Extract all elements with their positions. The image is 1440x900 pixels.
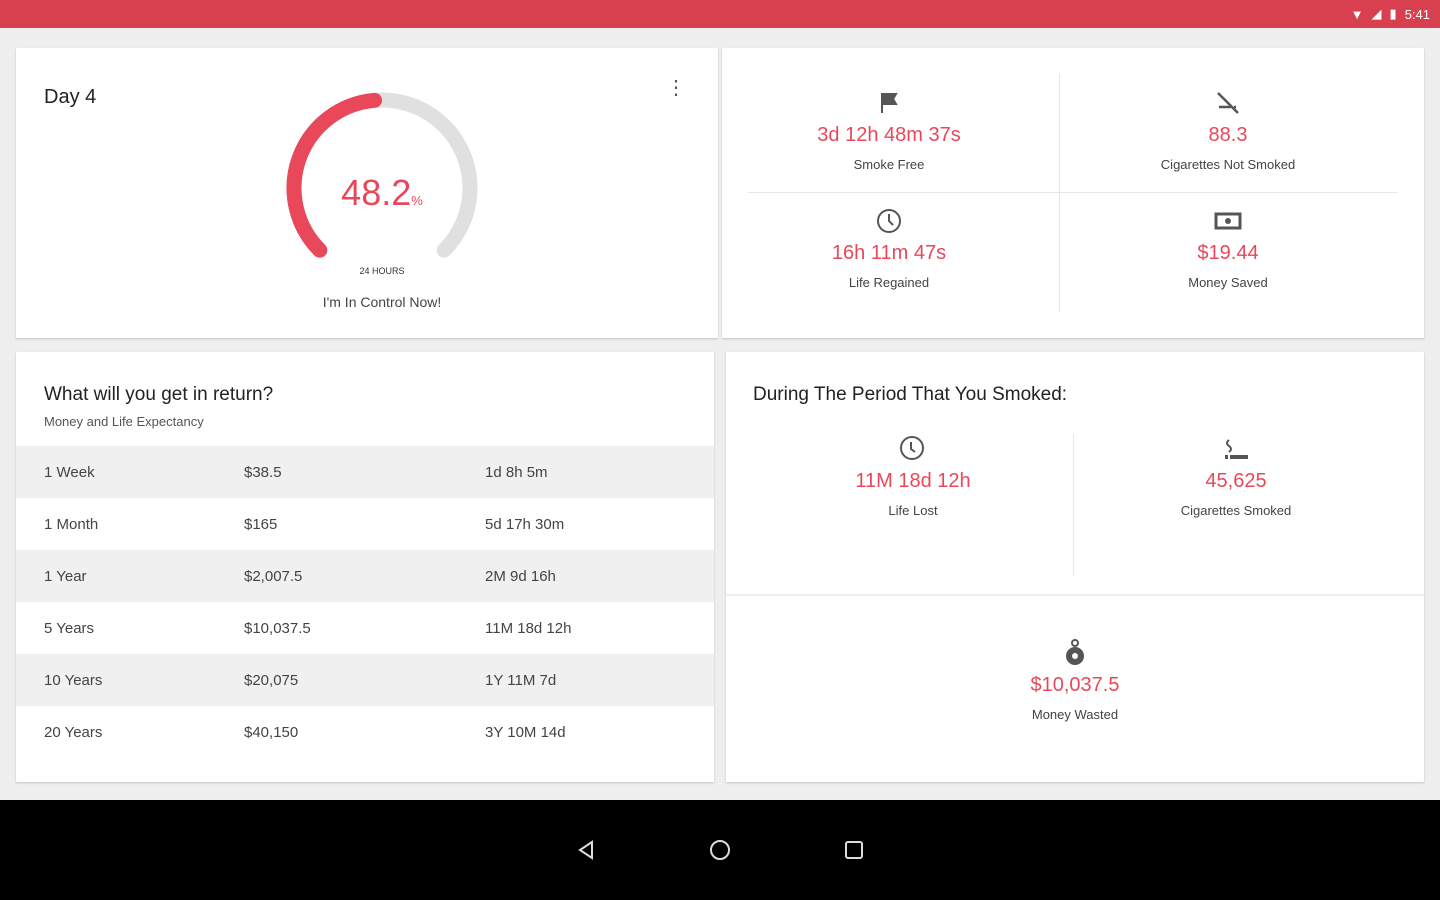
- stats-card: 3d 12h 48m 37s Smoke Free 88.3 Cigarette…: [722, 48, 1424, 338]
- day-title: Day 4: [44, 86, 97, 108]
- life-cell: 1Y 11M 7d: [485, 671, 557, 689]
- life-cell: 3Y 10M 14d: [485, 723, 566, 741]
- more-options-button[interactable]: ⋮: [666, 77, 686, 99]
- table-row: 5 Years $10,037.5 11M 18d 12h: [16, 602, 714, 654]
- money-cell: $165: [244, 515, 278, 533]
- smoked-title: During The Period That You Smoked:: [753, 384, 1068, 405]
- money-bag-icon: [910, 638, 1240, 668]
- stat-value: 45,625: [1205, 470, 1267, 492]
- returns-title: What will you get in return?: [44, 384, 274, 405]
- stat-label: Cigarettes Smoked: [1180, 503, 1292, 518]
- progress-card: Day 4 ⋮ 48.2% 24 HOURS I'm In Control No…: [16, 48, 718, 338]
- home-icon[interactable]: [708, 838, 732, 862]
- stat-cigarettes-not-smoked: 88.3 Cigarettes Not Smoked: [1063, 88, 1393, 172]
- clock-history-icon: [748, 434, 1078, 464]
- period-cell: 1 Week: [44, 463, 95, 481]
- period-cell: 20 Years: [44, 723, 103, 741]
- table-row: 10 Years $20,075 1Y 11M 7d: [16, 654, 714, 706]
- returns-table: 1 Week $38.5 1d 8h 5m 1 Month $165 5d 17h 30m…: [16, 446, 714, 758]
- returns-subtitle: Money and Life Expectancy: [44, 414, 204, 429]
- money-cell: $2,007.5: [244, 567, 303, 585]
- recents-icon[interactable]: [842, 838, 866, 862]
- status-bar: ▼ ◢ ▮ 5:41: [0, 0, 1440, 28]
- stat-label: Cigarettes Not Smoked: [1160, 157, 1296, 172]
- divider: [748, 192, 1398, 193]
- life-cell: 5d 17h 30m: [485, 515, 565, 533]
- table-row: 1 Month $165 5d 17h 30m: [16, 498, 714, 550]
- stat-value: 3d 12h 48m 37s: [817, 124, 961, 146]
- table-row: 1 Week $38.5 1d 8h 5m: [16, 446, 714, 498]
- table-row: 1 Year $2,007.5 2M 9d 16h: [16, 550, 714, 602]
- stat-cigarettes-smoked: 45,625 Cigarettes Smoked: [1071, 434, 1401, 518]
- stat-value: $10,037.5: [1030, 674, 1120, 696]
- stat-value: 16h 11m 47s: [831, 242, 947, 264]
- stat-label: Smoke Free: [853, 157, 925, 172]
- stat-life-lost: 11M 18d 12h Life Lost: [748, 434, 1078, 518]
- clock-icon: [724, 206, 1054, 236]
- stat-label: Money Wasted: [1031, 707, 1119, 722]
- battery-icon: ▮: [1389, 6, 1397, 21]
- motivation-caption: I'm In Control Now!: [322, 294, 442, 310]
- money-cell: $10,037.5: [244, 619, 311, 637]
- money-cell: $20,075: [244, 671, 299, 689]
- period-cell: 1 Month: [44, 515, 99, 533]
- life-cell: 1d 8h 5m: [485, 463, 548, 481]
- period-cell: 1 Year: [44, 567, 87, 585]
- period-cell: 10 Years: [44, 671, 103, 689]
- divider: [1059, 74, 1060, 312]
- no-smoking-icon: [1063, 88, 1393, 118]
- divider: [1073, 434, 1074, 576]
- flag-icon: [724, 88, 1054, 118]
- percent-value: 48.2: [341, 172, 412, 213]
- stat-label: Money Saved: [1188, 275, 1268, 290]
- table-row: 20 Years $40,150 3Y 10M 14d: [16, 706, 714, 758]
- cigarette-icon: [1071, 434, 1401, 464]
- percent-readout: 48.2%: [272, 172, 492, 214]
- life-cell: 11M 18d 12h: [485, 619, 572, 637]
- money-cell: $38.5: [244, 463, 282, 481]
- stat-money-wasted: $10,037.5 Money Wasted: [910, 638, 1240, 722]
- stat-life-regained: 16h 11m 47s Life Regained: [724, 206, 1054, 290]
- signal-icon: ◢: [1371, 6, 1382, 21]
- progress-gauge: [286, 92, 478, 258]
- percent-unit: %: [411, 193, 423, 208]
- stat-value: 11M 18d 12h: [855, 470, 971, 492]
- stat-money-saved: $19.44 Money Saved: [1063, 206, 1393, 290]
- back-icon[interactable]: [574, 838, 598, 862]
- stat-label: Life Lost: [888, 503, 938, 518]
- stat-value: 88.3: [1208, 124, 1248, 146]
- gauge-progress: [286, 92, 383, 258]
- returns-card: What will you get in return? Money and L…: [16, 352, 714, 782]
- stat-smoke-free: 3d 12h 48m 37s Smoke Free: [724, 88, 1054, 172]
- divider: [726, 594, 1424, 596]
- stat-label: Life Regained: [848, 275, 930, 290]
- smoked-card: During The Period That You Smoked: 11M 1…: [726, 352, 1424, 782]
- money-cell: $40,150: [244, 723, 299, 741]
- life-cell: 2M 9d 16h: [485, 567, 556, 585]
- money-icon: [1063, 206, 1393, 236]
- navigation-bar: [0, 800, 1440, 900]
- clock-time: 5:41: [1404, 6, 1430, 22]
- gauge-label: 24 HOURS: [359, 266, 405, 276]
- wifi-icon: ▼: [1350, 6, 1364, 22]
- stat-value: $19.44: [1197, 242, 1259, 264]
- period-cell: 5 Years: [44, 619, 95, 637]
